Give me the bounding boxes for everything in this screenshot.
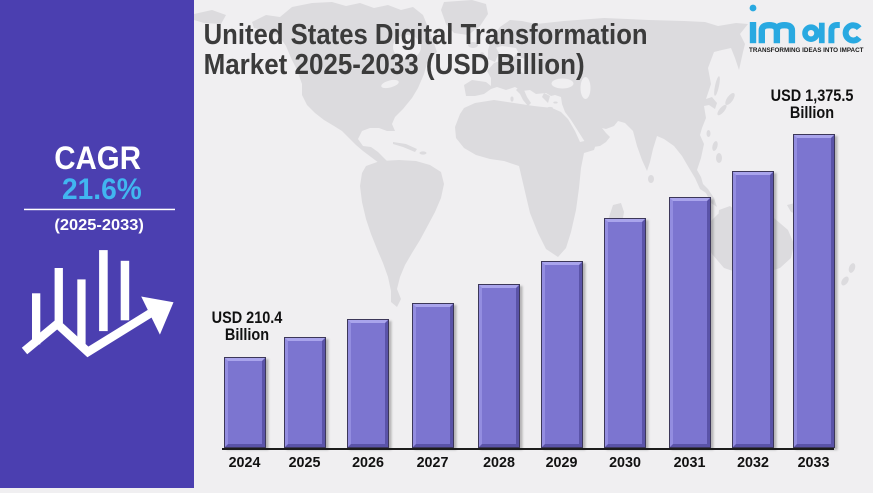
svg-text:21.6%: 21.6%: [62, 173, 142, 206]
svg-text:(2025-2033): (2025-2033): [54, 217, 143, 234]
svg-text:Market 2025-2033 (USD Billion): Market 2025-2033 (USD Billion): [204, 49, 585, 80]
svg-text:United States Digital Transfor: United States Digital Transformation: [204, 19, 648, 51]
svg-text:CAGR: CAGR: [54, 140, 141, 176]
svg-text:TRANSFORMING IDEAS INTO IMPACT: TRANSFORMING IDEAS INTO IMPACT: [749, 47, 864, 54]
